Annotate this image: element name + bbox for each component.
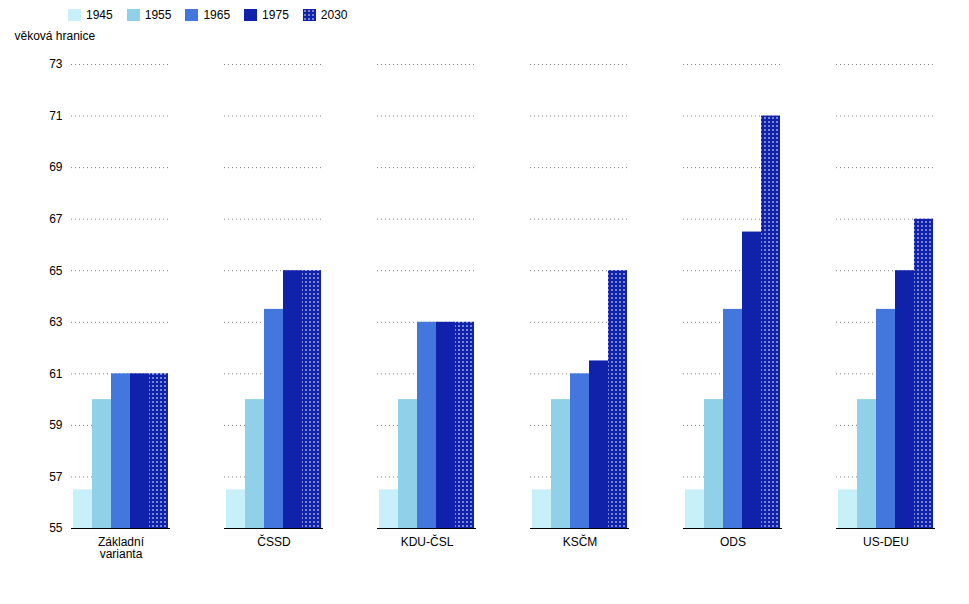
svg-text:57: 57 bbox=[49, 470, 63, 484]
svg-text:63: 63 bbox=[49, 315, 63, 329]
html-text:1945: 1945 bbox=[86, 8, 113, 22]
html-text:2030: 2030 bbox=[320, 8, 348, 22]
svg-text:73: 73 bbox=[49, 57, 63, 71]
svg-text:ODS: ODS bbox=[720, 535, 746, 549]
svg-text:59: 59 bbox=[49, 418, 63, 432]
svg-text:61: 61 bbox=[49, 367, 63, 381]
html-text:1965: 1965 bbox=[203, 8, 231, 22]
svg-text:55: 55 bbox=[49, 521, 63, 535]
svg-text:Základnívarianta: Základnívarianta bbox=[98, 535, 145, 561]
svg-text:KSČM: KSČM bbox=[563, 534, 598, 549]
svg-text:65: 65 bbox=[49, 264, 63, 278]
svg-text:71: 71 bbox=[49, 109, 63, 123]
svg-text:KDU-ČSL: KDU-ČSL bbox=[401, 534, 454, 549]
svg-text:ČSSD: ČSSD bbox=[257, 534, 291, 549]
html-text:1955: 1955 bbox=[144, 8, 172, 22]
svg-text:69: 69 bbox=[49, 160, 63, 174]
svg-text:US-DEU: US-DEU bbox=[863, 535, 909, 549]
svg-text:67: 67 bbox=[49, 212, 63, 226]
svg-text:věková hranice: věková hranice bbox=[15, 29, 96, 43]
html-text:1975: 1975 bbox=[262, 8, 289, 22]
